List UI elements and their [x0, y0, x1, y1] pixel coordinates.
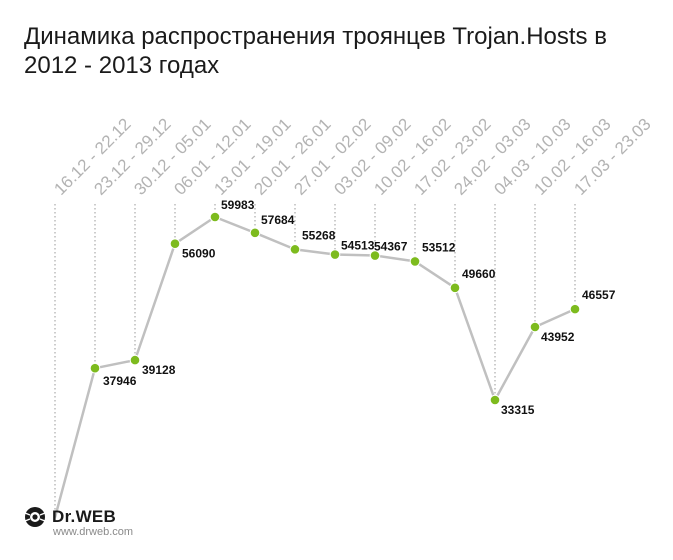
logo-brand-text: Dr.WEB	[52, 507, 117, 526]
drweb-logo: Dr.WEB www.drweb.com	[24, 506, 184, 554]
data-label: 56090	[182, 247, 216, 261]
data-point	[529, 321, 541, 333]
logo-url-text: www.drweb.com	[53, 526, 134, 538]
data-label: 55268	[302, 228, 336, 242]
data-labels: 37946 39128 56090 59983 57684 55268 54513 54367…	[103, 198, 616, 417]
data-point	[89, 362, 101, 374]
data-label: 59983	[221, 198, 255, 212]
data-point	[489, 394, 501, 406]
data-point	[449, 282, 461, 294]
data-point	[329, 249, 341, 260]
spider-logo-icon	[24, 507, 46, 527]
data-label: 49660	[462, 267, 496, 281]
data-label: 39128	[142, 363, 176, 377]
data-point	[129, 354, 141, 366]
chart-title: Динамика распространения троянцев Trojan…	[24, 23, 607, 79]
data-point	[249, 227, 261, 239]
data-point	[169, 238, 181, 250]
data-point	[409, 256, 421, 267]
data-point	[369, 250, 381, 261]
data-label: 33315	[501, 403, 535, 417]
category-guide-lines	[54, 204, 576, 518]
data-label: 57684	[261, 213, 295, 227]
data-point	[569, 303, 581, 315]
data-point	[289, 244, 301, 255]
data-points	[89, 211, 581, 406]
series-polyline	[53, 215, 576, 518]
data-label: 43952	[541, 330, 575, 344]
data-label: 54367	[374, 240, 408, 254]
data-label: 46557	[582, 288, 616, 302]
data-label: 37946	[103, 374, 137, 388]
data-label: 53512	[422, 240, 456, 254]
data-label: 54513	[341, 239, 375, 253]
data-point	[209, 211, 221, 223]
series-line	[53, 215, 576, 518]
